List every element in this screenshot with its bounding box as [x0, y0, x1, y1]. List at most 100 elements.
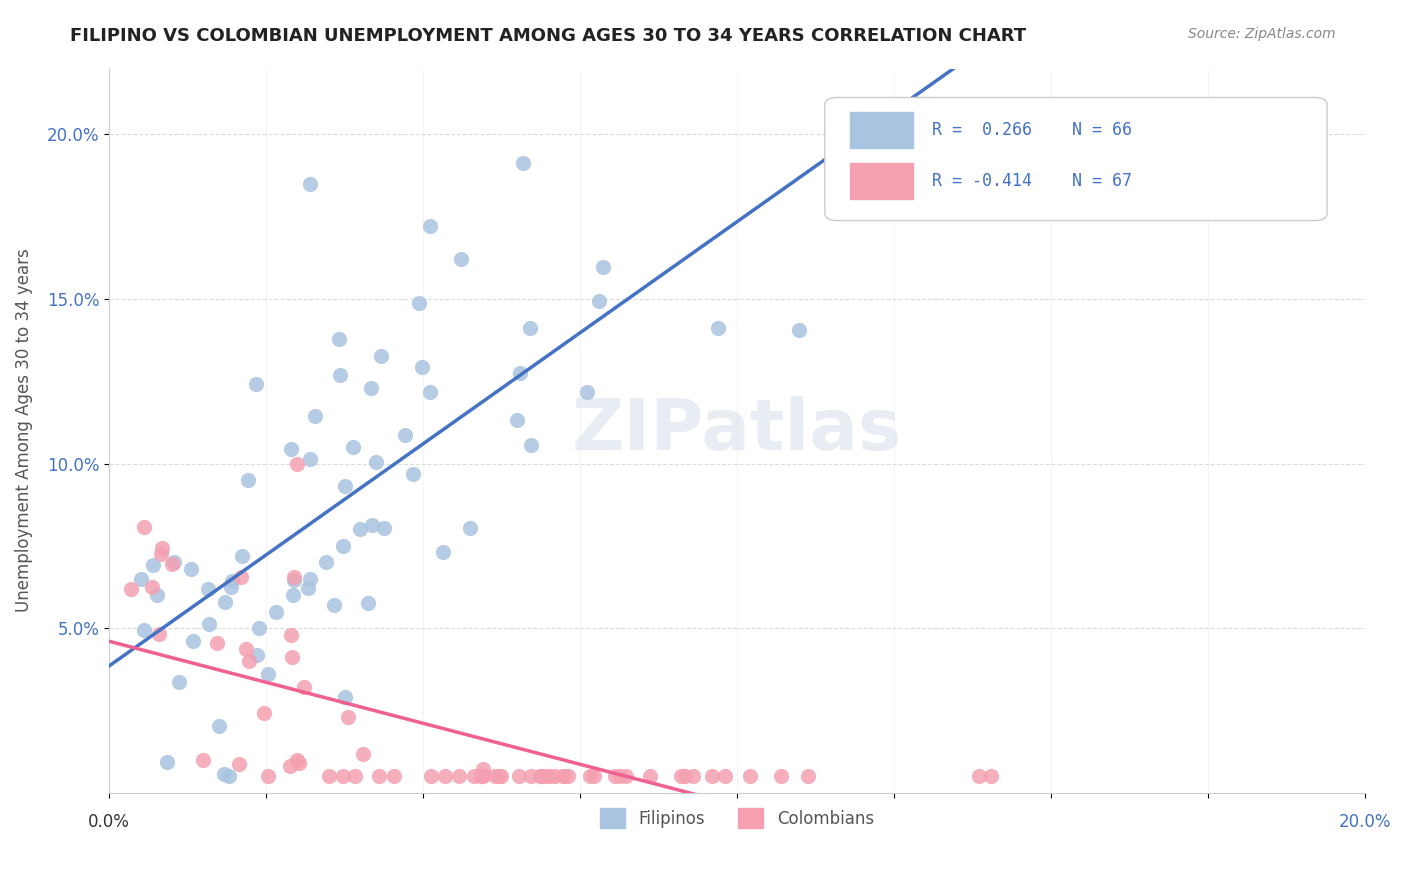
Point [246, 648, 269, 662]
Legend: Filipinos, Colombians: Filipinos, Colombians [593, 801, 880, 835]
Point [163, 555, 186, 569]
Point [329, 368, 352, 383]
Point [298, 572, 321, 586]
Point [285, 753, 308, 767]
Point [150, 541, 173, 556]
Point [231, 549, 253, 563]
Text: R =  0.266    N = 66: R = 0.266 N = 66 [932, 121, 1132, 139]
Point [219, 581, 242, 595]
Point [357, 596, 380, 610]
Text: Source: ZipAtlas.com: Source: ZipAtlas.com [1188, 27, 1336, 41]
Text: FILIPINO VS COLOMBIAN UNEMPLOYMENT AMONG AGES 30 TO 34 YEARS CORRELATION CHART: FILIPINO VS COLOMBIAN UNEMPLOYMENT AMONG… [70, 27, 1026, 45]
Point [472, 769, 495, 783]
Point [797, 769, 820, 783]
Point [336, 709, 359, 723]
Point [638, 769, 661, 783]
Point [214, 595, 236, 609]
Point [292, 680, 315, 694]
Point [394, 427, 416, 442]
Point [129, 572, 152, 586]
Point [529, 769, 551, 783]
Point [146, 588, 169, 602]
Point [218, 769, 240, 783]
Point [366, 455, 388, 469]
Point [318, 769, 340, 783]
Point [373, 521, 395, 535]
Point [544, 769, 567, 783]
Point [328, 332, 350, 346]
Y-axis label: Unemployment Among Ages 30 to 34 years: Unemployment Among Ages 30 to 34 years [15, 249, 32, 613]
FancyBboxPatch shape [825, 97, 1327, 220]
Point [520, 438, 543, 452]
Point [238, 654, 260, 668]
Text: ZIPatlas: ZIPatlas [572, 396, 903, 465]
Point [738, 769, 761, 783]
Point [609, 769, 631, 783]
Bar [851, 112, 912, 148]
Point [484, 769, 506, 783]
Point [333, 690, 356, 704]
Point [132, 623, 155, 637]
Point [360, 381, 382, 395]
Point [360, 517, 382, 532]
Point [408, 295, 430, 310]
Point [264, 605, 287, 619]
Point [281, 649, 304, 664]
Point [280, 628, 302, 642]
Point [506, 413, 529, 427]
Point [576, 384, 599, 399]
Point [714, 769, 737, 783]
Point [787, 323, 810, 337]
Point [460, 520, 482, 534]
Point [148, 626, 170, 640]
Point [967, 769, 990, 783]
Point [352, 747, 374, 761]
Point [197, 582, 219, 596]
Text: 20.0%: 20.0% [1339, 814, 1391, 831]
Point [134, 519, 156, 533]
Point [283, 570, 305, 584]
Point [411, 359, 433, 374]
Point [281, 588, 304, 602]
Point [257, 667, 280, 681]
Point [551, 769, 574, 783]
Point [142, 558, 165, 572]
Point [212, 766, 235, 780]
Bar [851, 162, 912, 199]
Point [191, 753, 214, 767]
Point [432, 544, 454, 558]
Point [253, 706, 276, 721]
Point [530, 769, 553, 783]
Point [450, 252, 472, 267]
Point [583, 769, 606, 783]
Point [304, 409, 326, 423]
Point [120, 582, 142, 596]
Point [509, 367, 531, 381]
Point [707, 320, 730, 334]
Point [343, 769, 366, 783]
Point [278, 758, 301, 772]
Point [700, 769, 723, 783]
Point [332, 539, 354, 553]
Point [370, 350, 392, 364]
Point [247, 621, 270, 635]
Point [288, 756, 311, 770]
Point [419, 769, 441, 783]
Point [980, 769, 1002, 783]
Point [419, 384, 441, 399]
Point [538, 769, 561, 783]
Point [181, 633, 204, 648]
Point [673, 769, 696, 783]
Point [349, 522, 371, 536]
Point [150, 547, 173, 561]
Point [245, 377, 267, 392]
Point [519, 320, 541, 334]
Point [603, 769, 626, 783]
Point [205, 636, 228, 650]
Point [315, 555, 337, 569]
Point [298, 177, 321, 191]
Point [323, 598, 346, 612]
Point [382, 769, 405, 783]
Point [470, 769, 492, 783]
Point [486, 769, 509, 783]
